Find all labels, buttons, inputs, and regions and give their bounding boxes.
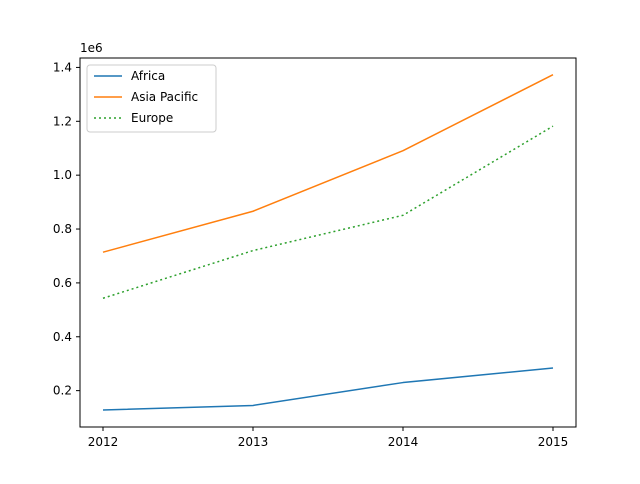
y-tick-label: 0.8 — [53, 222, 72, 236]
x-axis: 2012 2013 2014 2015 — [88, 427, 569, 449]
legend-box — [86, 64, 217, 133]
y-tick-label: 1.4 — [53, 60, 72, 74]
y-axis-multiplier: 1e6 — [80, 41, 103, 55]
y-tick-label: 1.2 — [53, 114, 72, 128]
series-line-africa — [102, 367, 554, 411]
x-tick-label: 2012 — [88, 435, 119, 449]
y-tick-label: 0.2 — [53, 384, 72, 398]
y-tick-label: 1.0 — [53, 168, 72, 182]
x-tick-label: 2013 — [238, 435, 269, 449]
legend: Africa Asia Pacific Europe — [86, 64, 217, 133]
legend-label: Europe — [131, 111, 173, 125]
plot-area — [102, 74, 554, 411]
legend-label: Asia Pacific — [131, 90, 198, 104]
x-tick-label: 2015 — [538, 435, 569, 449]
x-tick-label: 2014 — [388, 435, 419, 449]
y-axis: 0.2 0.4 0.6 0.8 1.0 1.2 1.4 — [53, 60, 80, 398]
y-tick-label: 0.4 — [53, 330, 72, 344]
y-tick-label: 0.6 — [53, 276, 72, 290]
series-line-asia-pacific — [102, 74, 554, 253]
axes-frame — [79, 57, 577, 428]
legend-label: Africa — [131, 69, 165, 83]
